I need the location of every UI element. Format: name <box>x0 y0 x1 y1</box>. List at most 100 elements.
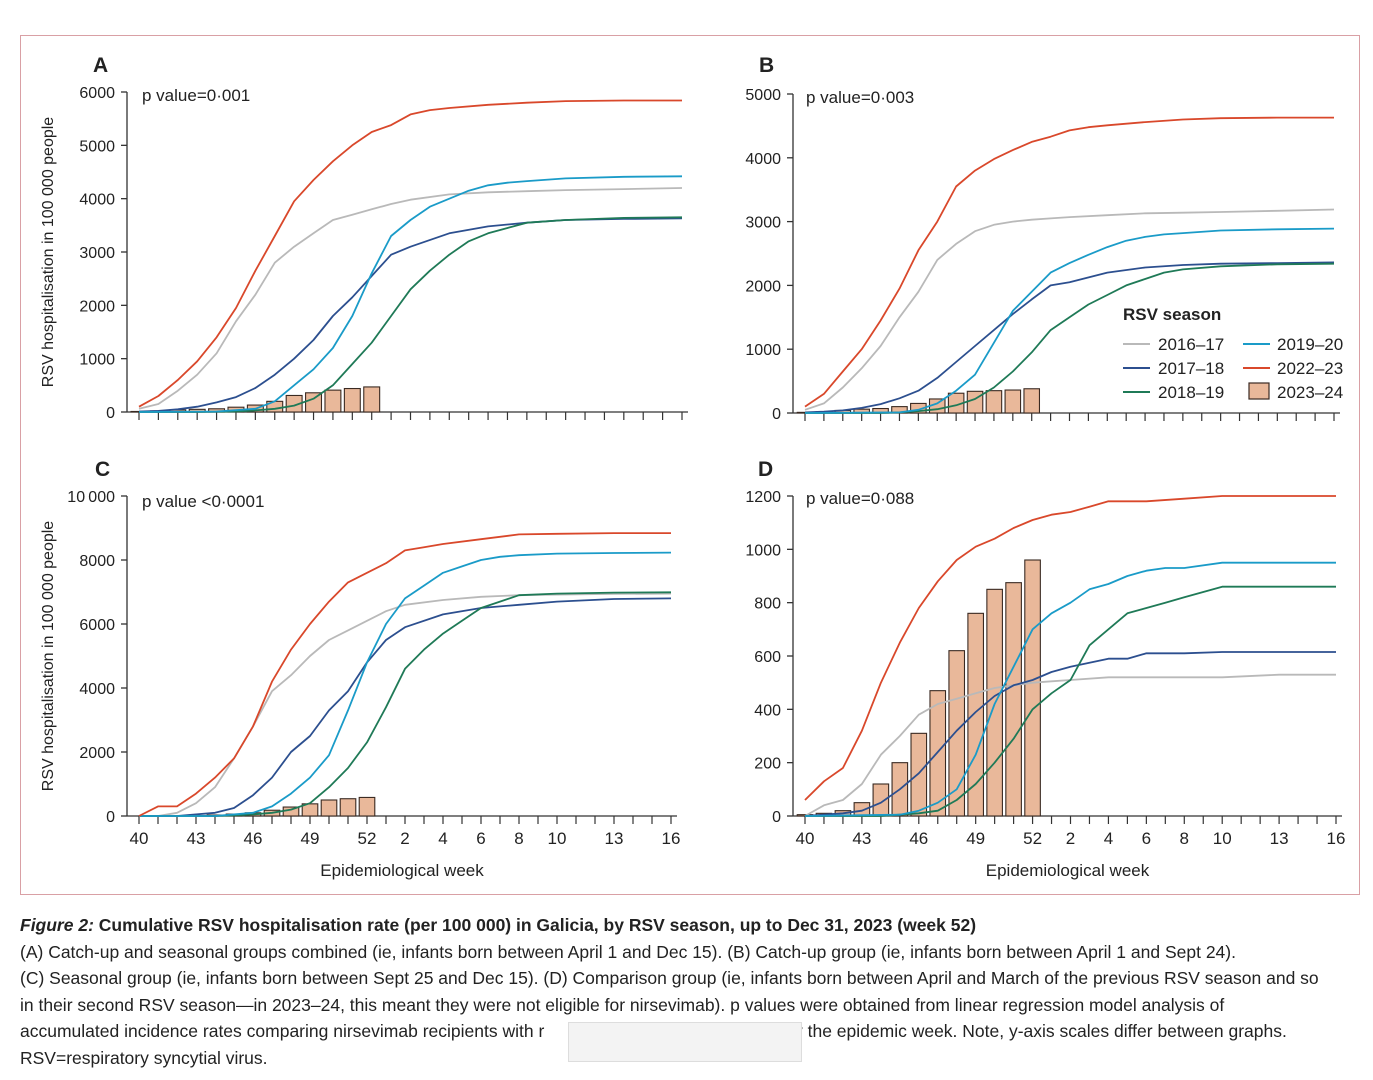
panel-b-bar-46 <box>910 402 927 414</box>
panel-a-line-2016-17 <box>138 187 683 410</box>
panel-b-line-2019-20 <box>804 227 1335 414</box>
panel-c-bar-50 <box>320 799 338 817</box>
panel-d-bar-52 <box>1024 559 1041 817</box>
panel-a-line-2022-23 <box>138 99 682 408</box>
legend-label-2017-18: 2017–18 <box>1158 359 1224 378</box>
panel-c: Cp value <0·0001 0 2000 4000 6000 8000 10 000 4… <box>40 458 680 880</box>
panel-d-bar-46 <box>910 732 928 817</box>
panel-c-bar-51 <box>339 798 357 817</box>
panel-c-line-2018-19 <box>139 591 672 817</box>
panel-d-ytick-label: 0 <box>772 809 781 826</box>
caption-title: Figure 2: Cumulative RSV hospitalisation… <box>20 912 1360 939</box>
panel-d-xtick-label: 49 <box>966 829 985 848</box>
panel-b-pvalue: p value=0·003 <box>806 88 914 107</box>
panel-a-pvalue: p value=0·001 <box>142 86 250 105</box>
panel-c-xlabel: Epidemiological week <box>320 861 484 880</box>
panel-c-line-2017-18 <box>139 597 672 817</box>
legend-label-2022-23: 2022–23 <box>1277 359 1343 378</box>
panel-c-xtick-label: 49 <box>301 829 320 848</box>
caption-line-5: RSV=respiratory syncytial virus. <box>20 1047 268 1068</box>
panel-c-xtick-label: 2 <box>400 829 409 848</box>
panel-c-pvalue: p value <0·0001 <box>142 492 264 511</box>
caption-line-3: in their second RSV season—in 2023–24, t… <box>20 994 1225 1015</box>
panel-b-bar-49 <box>966 390 984 414</box>
panel-b-line-2016-17 <box>804 208 1335 411</box>
panel-b-ytick-label: 0 <box>772 406 781 423</box>
legend-label-2019-20: 2019–20 <box>1277 335 1343 354</box>
panel-c-ytick-label: 4000 <box>79 681 115 698</box>
panel-b-bar-50 <box>985 390 1003 414</box>
panel-c-ylabel: RSV hospitalisation in 100 000 people <box>40 521 57 792</box>
panel-c-ytick-label: 8000 <box>79 553 115 570</box>
panel-d-xtick-label: 10 <box>1213 829 1232 848</box>
panel-a-ytick-label: 3000 <box>79 245 115 262</box>
panel-d-bar-49 <box>967 612 985 817</box>
panel-c-line-2022-23 <box>138 532 671 817</box>
panel-a-ytick-label: 2000 <box>79 298 115 315</box>
panel-c-xtick-label: 40 <box>130 829 149 848</box>
panel-d-xtick-label: 43 <box>852 829 871 848</box>
caption-line-4b: by the epidemic week. Note, y-axis scale… <box>784 1021 1287 1041</box>
panel-b-line-2017-18 <box>804 261 1335 414</box>
panel-c-xtick-label: 46 <box>244 829 263 848</box>
legend-label-2016-17: 2016–17 <box>1158 335 1224 354</box>
panel-d-ytick-label: 200 <box>754 756 781 773</box>
panel-d-ytick-label: 800 <box>754 596 781 613</box>
figure-frame <box>20 35 1360 895</box>
legend-title: RSV season <box>1123 305 1221 324</box>
panel-c-xtick-label: 8 <box>514 829 523 848</box>
legend: RSV season 2016–17 2017–18 2018–19 2019–… <box>1123 305 1343 402</box>
panel-b-line-2018-19 <box>805 262 1335 414</box>
panel-b-bar-51 <box>1004 389 1022 414</box>
panel-a-ytick-label: 6000 <box>79 85 115 102</box>
panel-d-xtick-label: 6 <box>1142 829 1151 848</box>
panel-d-xtick-label: 2 <box>1066 829 1075 848</box>
panel-a: Ap value=0·001 0 1000 2000 3000 4000 5000 6000 R… <box>40 54 688 422</box>
panel-c-line-2016-17 <box>139 592 672 817</box>
panel-d-line-2016-17 <box>804 673 1336 817</box>
panel-a-ylabel: RSV hospitalisation in 100 000 people <box>40 117 57 388</box>
legend-label-2018-19: 2018–19 <box>1158 383 1224 402</box>
panel-c-xtick-label: 13 <box>605 829 624 848</box>
panel-d-line-2019-20 <box>804 561 1336 817</box>
panel-c-ytick-label: 0 <box>106 809 115 826</box>
caption-line-1: (A) Catch-up and seasonal groups combine… <box>20 941 1236 962</box>
panel-d: Dp value=0·088 0 200 400 600 800 1000 1200 40 43 4… <box>745 458 1345 880</box>
panel-a-line-2019-20 <box>138 175 683 413</box>
panel-c-letter: C <box>95 458 110 481</box>
panel-c-ytick-label: 2000 <box>79 745 115 762</box>
panel-b-ytick-label: 3000 <box>745 215 781 232</box>
panel-b-ytick-label: 2000 <box>745 278 781 295</box>
panel-d-pvalue: p value=0·088 <box>806 489 914 508</box>
panel-c-xtick-label: 6 <box>476 829 485 848</box>
figure-caption: Figure 2: Cumulative RSV hospitalisation… <box>20 912 1360 1071</box>
panel-d-ytick-label: 600 <box>754 649 781 666</box>
panel-d-line-2022-23 <box>804 495 1336 801</box>
legend-swatch-2023-24 <box>1248 382 1270 400</box>
panel-c-xtick-label: 10 <box>548 829 567 848</box>
panel-c-xtick-label: 4 <box>438 829 447 848</box>
caption-line-4: accumulated incidence rates comparing ni… <box>20 1018 1360 1045</box>
panel-d-xtick-label: 40 <box>796 829 815 848</box>
panel-c-bar-52 <box>358 796 376 817</box>
panel-c-line-2019-20 <box>139 551 672 817</box>
panel-d-xtick-label: 4 <box>1104 829 1113 848</box>
panel-a-ytick-label: 0 <box>106 405 115 422</box>
panel-c-xtick-label: 43 <box>187 829 206 848</box>
panel-a-ytick-label: 5000 <box>79 138 115 155</box>
redacted-region <box>568 1022 802 1062</box>
panel-b-bar-52 <box>1023 388 1041 414</box>
panel-c-ytick-label: 10 000 <box>67 489 115 506</box>
chart-canvas: Ap value=0·0010100020003000400050006000R… <box>40 54 1345 880</box>
panel-d-letter: D <box>758 458 773 481</box>
panel-d-line-2017-18 <box>804 651 1336 817</box>
panel-a-ytick-label: 4000 <box>79 192 115 209</box>
panel-a-line-2018-19 <box>139 216 683 413</box>
panel-c-ytick-label: 6000 <box>79 617 115 634</box>
panel-d-xtick-label: 46 <box>909 829 928 848</box>
panel-a-bar-52 <box>363 386 381 413</box>
panel-a-ytick-label: 1000 <box>79 352 115 369</box>
panel-d-line-2018-19 <box>805 585 1336 817</box>
panel-b-ytick-label: 1000 <box>745 342 781 359</box>
panel-b-letter: B <box>759 54 774 77</box>
